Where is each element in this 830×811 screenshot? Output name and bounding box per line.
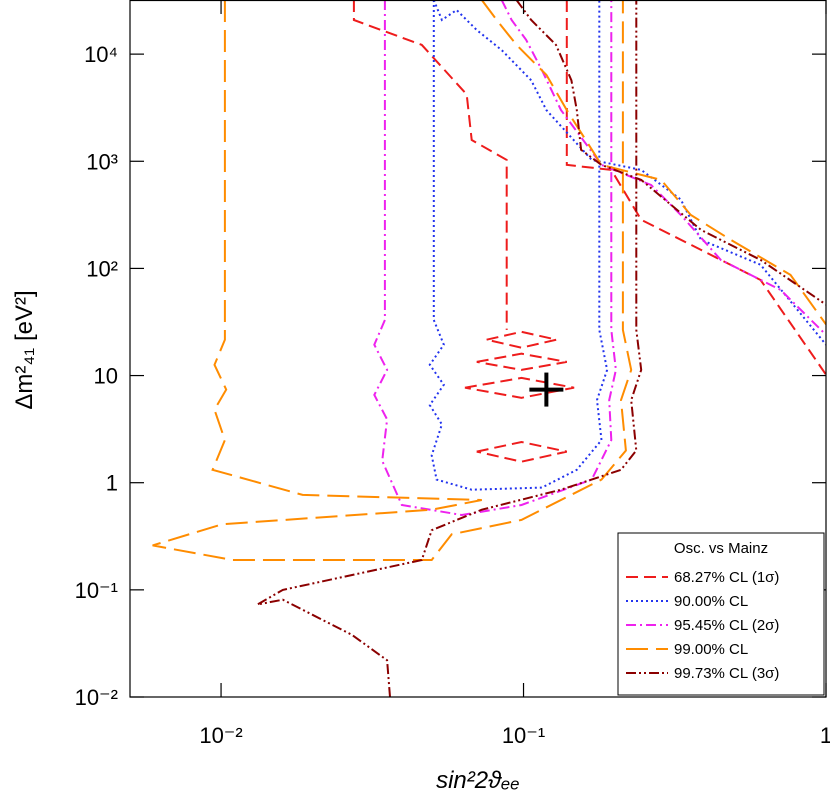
y-tick-label: 10³ — [86, 149, 118, 174]
legend-label: 90.00% CL — [674, 593, 748, 610]
legend-label: 99.73% CL (3σ) — [674, 665, 779, 682]
legend-label: 68.27% CL (1σ) — [674, 569, 779, 586]
legend-label: 99.00% CL — [674, 641, 748, 658]
plot-frame — [129, 0, 827, 698]
contour-line — [352, 0, 826, 463]
contour-line — [373, 0, 826, 517]
contour-line — [257, 0, 826, 697]
y-axis-label: Δm²₄₁ [eV²] — [11, 290, 38, 409]
x-tick-label: 10⁻¹ — [502, 723, 545, 748]
plot-area — [152, 0, 826, 697]
legend-box — [617, 532, 825, 696]
x-tick-label: 10⁻² — [199, 723, 242, 748]
y-tick-label: 10⁻² — [75, 685, 118, 710]
y-tick-label: 10 — [94, 364, 118, 389]
y-tick-label: 10² — [86, 256, 118, 281]
legend-label: 95.45% CL (2σ) — [674, 617, 779, 634]
legend-title: Osc. vs Mainz — [674, 540, 768, 557]
x-axis-label: sin²2ϑₑₑ — [436, 767, 520, 794]
y-tick-label: 1 — [106, 471, 118, 496]
x-tick-label: 1 — [820, 723, 830, 748]
y-tick-label: 10⁴ — [84, 42, 118, 67]
y-tick-label: 10⁻¹ — [75, 578, 118, 603]
contour-line — [428, 0, 826, 491]
contour-line — [152, 0, 826, 561]
